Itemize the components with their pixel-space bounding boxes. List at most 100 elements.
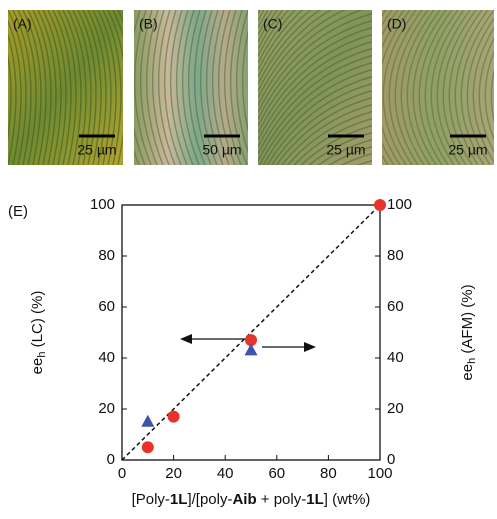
stripe <box>134 10 146 165</box>
stripe <box>472 26 494 164</box>
stripe <box>382 10 417 165</box>
panel-label: (A) <box>13 16 32 32</box>
stripe <box>8 10 27 165</box>
stripe <box>258 10 333 92</box>
stripe <box>0 10 1 165</box>
stripe <box>52 10 72 165</box>
plot-frame <box>121 204 381 461</box>
stripe <box>32 10 52 165</box>
panel-label: (B) <box>139 16 158 32</box>
y2-tick-label: 0 <box>387 451 395 468</box>
stripe <box>87 10 107 165</box>
y2-tick-label: 20 <box>387 400 404 417</box>
stripe <box>72 10 92 165</box>
y-axis-label: eeh (LC) (%) <box>29 291 48 375</box>
reference-line <box>121 204 381 461</box>
stripe <box>266 82 372 165</box>
x-tick-label: 40 <box>217 465 234 482</box>
label-part: [Poly- <box>132 491 170 508</box>
label-part: 1L <box>170 491 188 508</box>
stripe <box>436 10 471 165</box>
marker <box>244 343 258 356</box>
stripe <box>460 10 494 165</box>
stripe <box>145 10 164 165</box>
stripe <box>217 10 236 165</box>
stripe <box>258 10 290 57</box>
stripes <box>382 10 494 165</box>
y2-tick-label: 40 <box>387 349 404 366</box>
stripe <box>406 10 441 165</box>
stripe <box>394 10 429 165</box>
panel-label: (E) <box>8 203 28 220</box>
stripe <box>258 173 378 273</box>
stripe <box>134 10 152 165</box>
stripe <box>281 103 372 165</box>
stripe <box>258 0 378 7</box>
x-tick-label: 80 <box>320 465 337 482</box>
stripes <box>134 10 248 165</box>
stripe <box>327 145 372 165</box>
stripe <box>258 68 372 165</box>
stripe <box>258 54 372 155</box>
panel-label: (D) <box>387 16 406 32</box>
arrows <box>180 334 316 352</box>
stripe <box>412 10 447 165</box>
stripe <box>258 40 372 141</box>
stripe <box>258 10 274 36</box>
label-part: Aib <box>232 491 256 508</box>
stripe <box>340 152 372 165</box>
stripe <box>175 10 194 165</box>
stripe <box>258 166 378 266</box>
stripe <box>223 10 242 165</box>
scale-label: 25 µm <box>77 142 116 158</box>
stripe <box>258 10 279 43</box>
stripe <box>163 10 182 165</box>
marker <box>141 414 155 427</box>
marker <box>167 410 180 423</box>
stripe <box>490 68 494 123</box>
stripe <box>258 12 372 113</box>
stripe <box>97 10 117 165</box>
stripe <box>258 10 346 99</box>
stripe <box>47 10 67 165</box>
stripe <box>258 47 372 148</box>
label-part: (LC) (%) <box>29 291 46 352</box>
marker <box>141 441 154 454</box>
stripes <box>0 10 123 165</box>
stripe <box>430 10 465 165</box>
stripe <box>484 50 494 141</box>
y-tick-label: 20 <box>98 400 115 417</box>
stripe <box>199 10 218 165</box>
stripe <box>193 10 212 165</box>
stripe <box>382 10 405 165</box>
stripe <box>92 10 112 165</box>
stripe <box>258 10 304 71</box>
label-part: ee <box>29 358 46 375</box>
scale-label: 25 µm <box>448 142 487 158</box>
stripe <box>418 10 453 165</box>
stripe <box>258 26 372 127</box>
stripe <box>388 10 423 165</box>
stripe <box>169 10 188 165</box>
x-tick-label: 60 <box>268 465 285 482</box>
stripe <box>181 10 200 165</box>
stripe <box>77 10 97 165</box>
y-tick-label: 40 <box>98 349 115 366</box>
plot: (E) 0 20 40 60 80 100020406080100020406080100… <box>8 196 478 508</box>
y2-tick-label: 60 <box>387 298 404 315</box>
stripe <box>62 10 82 165</box>
stripes <box>258 0 378 273</box>
stripe <box>286 110 372 165</box>
stripe <box>12 10 32 165</box>
y2-tick-label: 80 <box>387 247 404 264</box>
stripe <box>317 138 372 165</box>
stripe <box>258 10 297 64</box>
stripe <box>478 37 494 154</box>
stripe <box>258 10 322 85</box>
label-part: (AFM) (%) <box>459 284 476 357</box>
stripe <box>356 159 372 165</box>
stripe <box>270 89 372 165</box>
stripe <box>37 10 57 165</box>
stripe <box>8 53 12 141</box>
